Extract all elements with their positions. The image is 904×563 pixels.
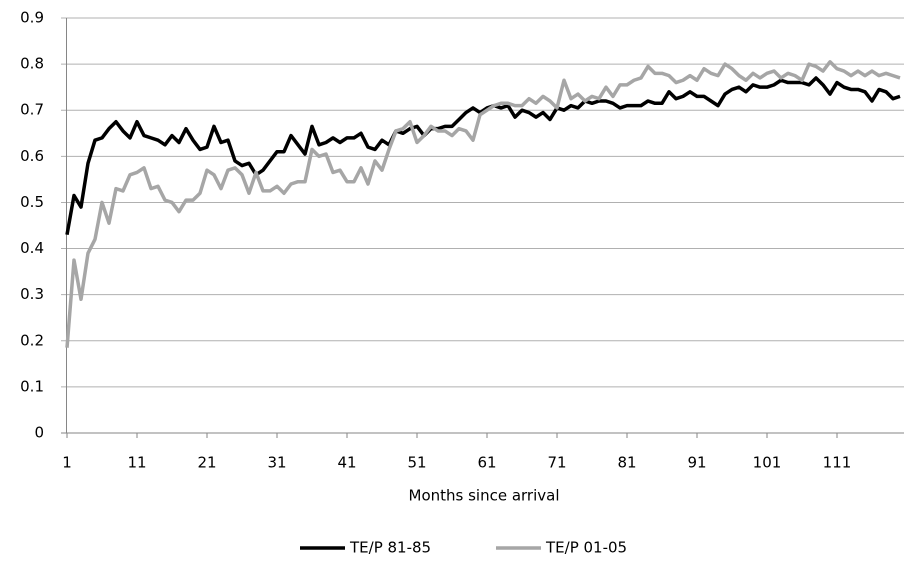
y-tick-label: 0.5 — [20, 193, 44, 211]
y-tick-label: 0.1 — [20, 377, 44, 395]
y-tick-label: 0 — [34, 424, 44, 442]
x-tick-label: 71 — [547, 454, 566, 472]
y-tick-label: 0.9 — [20, 9, 44, 27]
x-tick-label: 41 — [337, 454, 356, 472]
x-tick-label: 51 — [407, 454, 426, 472]
y-tick-label: 0.6 — [20, 147, 44, 165]
x-tick-label: 11 — [127, 454, 146, 472]
x-axis-label: Months since arrival — [409, 487, 560, 505]
y-tick-label: 0.4 — [20, 239, 44, 257]
legend-label: TE/P 01-05 — [545, 539, 627, 557]
series-line — [65, 60, 901, 348]
legend-label: TE/P 81-85 — [349, 539, 431, 557]
x-tick-label: 101 — [753, 454, 782, 472]
x-tick-label: 31 — [267, 454, 286, 472]
x-tick-label: 91 — [687, 454, 706, 472]
x-tick-label: 1 — [62, 454, 72, 472]
y-tick-label: 0.2 — [20, 331, 44, 349]
x-tick-label: 81 — [617, 454, 636, 472]
series-line — [65, 76, 901, 236]
x-tick-label: 61 — [477, 454, 496, 472]
x-tick-label: 21 — [197, 454, 216, 472]
y-tick-label: 0.8 — [20, 55, 44, 73]
y-tick-label: 0.3 — [20, 285, 44, 303]
y-tick-label: 0.7 — [20, 101, 44, 119]
x-tick-label: 111 — [823, 454, 852, 472]
